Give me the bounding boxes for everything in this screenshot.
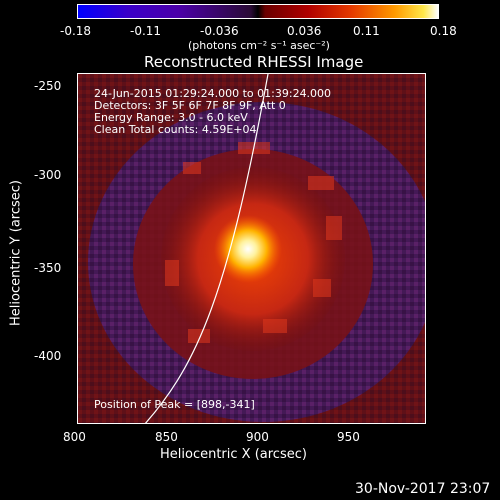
- colorbar-tick-4: 0.036: [287, 24, 322, 38]
- y-tick-1: -250: [34, 79, 62, 93]
- y-tick-3: -350: [34, 261, 62, 275]
- solar-map: [78, 74, 425, 423]
- colorbar-unit-label: (photons cm⁻² s⁻¹ asec⁻²): [188, 39, 330, 52]
- rhessi-image: [77, 73, 426, 424]
- flare-core: [214, 215, 282, 283]
- info-energy-range: Energy Range: 3.0 - 6.0 keV: [94, 111, 248, 124]
- colorbar-tick-3: -0.036: [200, 24, 239, 38]
- info-detectors: Detectors: 3F 5F 6F 7F 8F 9F, Att 0: [94, 99, 286, 112]
- x-tick-2: 850: [155, 430, 178, 444]
- footer-timestamp: 30-Nov-2017 23:07: [355, 481, 491, 497]
- x-axis-title: Heliocentric X (arcsec): [160, 447, 307, 462]
- y-tick-4: -400: [34, 349, 62, 363]
- ring-texture: [165, 142, 342, 343]
- x-tick-4: 950: [337, 430, 360, 444]
- x-tick-1: 800: [63, 430, 86, 444]
- colorbar: [77, 4, 439, 19]
- y-tick-2: -300: [34, 168, 62, 182]
- plot-title: Reconstructed RHESSI Image: [144, 53, 364, 71]
- colorbar-tick-6: 0.18: [430, 24, 457, 38]
- solar-limb-line: [144, 74, 269, 423]
- peak-position: Position of Peak = [898,-341]: [94, 398, 255, 411]
- colorbar-tick-2: -0.11: [130, 24, 162, 38]
- colorbar-tick-5: 0.11: [353, 24, 380, 38]
- x-tick-3: 900: [246, 430, 269, 444]
- colorbar-tick-1: -0.18: [60, 24, 92, 38]
- info-clean-counts: Clean Total counts: 4.59E+04: [94, 123, 257, 136]
- info-time-range: 24-Jun-2015 01:29:24.000 to 01:39:24.000: [94, 87, 332, 100]
- y-axis-title: Heliocentric Y (arcsec): [8, 180, 24, 326]
